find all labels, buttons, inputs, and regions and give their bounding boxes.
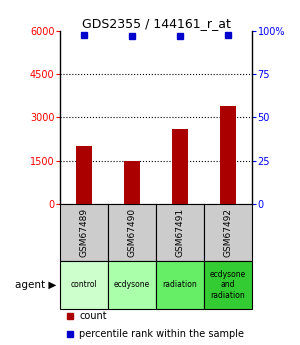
Bar	[60, 204, 108, 260]
Bar	[124, 161, 140, 204]
Text: percentile rank within the sample: percentile rank within the sample	[79, 329, 244, 339]
Bar	[60, 260, 108, 309]
Bar	[156, 204, 204, 260]
Text: ecdysone: ecdysone	[114, 280, 150, 289]
Text: GSM67491: GSM67491	[176, 208, 184, 257]
Bar	[204, 204, 252, 260]
Text: agent ▶: agent ▶	[15, 280, 56, 290]
Title: GDS2355 / 144161_r_at: GDS2355 / 144161_r_at	[82, 17, 230, 30]
Bar	[108, 204, 156, 260]
Text: ecdysone
and
radiation: ecdysone and radiation	[210, 270, 246, 300]
Bar	[76, 146, 92, 204]
Bar	[172, 129, 188, 204]
Bar	[220, 106, 236, 204]
Bar	[204, 260, 252, 309]
Bar	[108, 260, 156, 309]
Text: control: control	[70, 280, 98, 289]
Bar	[156, 260, 204, 309]
Text: GSM67492: GSM67492	[224, 208, 232, 257]
Text: GSM67490: GSM67490	[128, 208, 136, 257]
Text: count: count	[79, 311, 107, 321]
Text: radiation: radiation	[163, 280, 197, 289]
Text: GSM67489: GSM67489	[80, 208, 88, 257]
